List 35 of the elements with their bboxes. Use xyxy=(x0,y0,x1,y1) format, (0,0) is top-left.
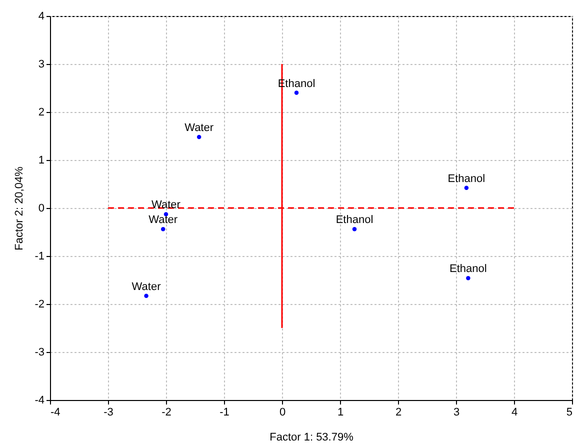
x-tick-label: 5 xyxy=(566,406,572,418)
x-tick-label: 2 xyxy=(395,406,402,418)
y-tick-label: -1 xyxy=(34,250,44,262)
x-tick-label: -2 xyxy=(162,406,172,418)
point xyxy=(352,227,357,232)
x-tick-label: -4 xyxy=(50,406,60,418)
y-axis-title: Factor 2: 20,04% xyxy=(14,166,26,250)
point xyxy=(466,276,470,280)
x-tick-label: 4 xyxy=(511,406,518,418)
point xyxy=(160,227,166,232)
point xyxy=(294,90,299,95)
annotation: Ethanol xyxy=(336,214,374,226)
point xyxy=(464,186,469,190)
x-tick-label: 1 xyxy=(337,406,344,418)
x-tick-label: 3 xyxy=(453,406,460,418)
x-axis-title: Factor 1: 53.79% xyxy=(270,432,354,443)
y-tick-label: 0 xyxy=(38,202,44,214)
y-tick-label: 1 xyxy=(38,154,44,166)
x-tick-label: -1 xyxy=(220,406,230,418)
annotation: Water xyxy=(132,280,162,293)
annotation: Water xyxy=(184,122,214,134)
x-tick-label: -3 xyxy=(104,406,114,418)
annotation: Ethanol xyxy=(448,172,486,185)
y-tick-label: -3 xyxy=(34,346,44,358)
annotation: Water xyxy=(152,199,181,212)
y-tick-label: -4 xyxy=(34,394,44,406)
y-tick-label: 3 xyxy=(38,58,44,70)
y-tick-label: 4 xyxy=(38,10,44,22)
x-tick-label: 0 xyxy=(279,406,286,418)
annotation: Ethanol xyxy=(450,263,487,276)
point xyxy=(144,294,148,298)
point xyxy=(196,134,202,140)
y-tick-label: 2 xyxy=(38,106,44,118)
y-tick-label: -2 xyxy=(34,298,44,310)
annotation: Water xyxy=(148,214,178,226)
